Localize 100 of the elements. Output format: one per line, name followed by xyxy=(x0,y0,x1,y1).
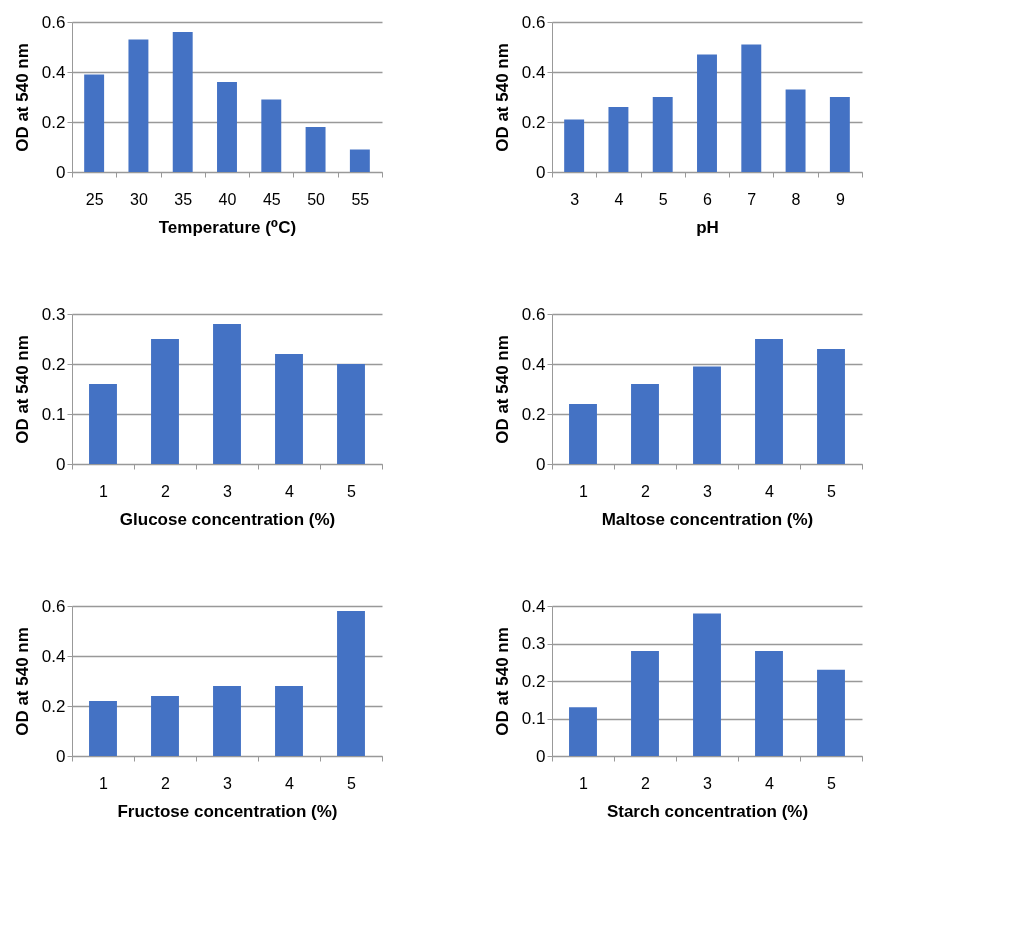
bar xyxy=(261,99,282,172)
x-axis-title: pH xyxy=(696,217,719,237)
y-tick-label: 0.1 xyxy=(41,404,66,424)
bar xyxy=(829,97,850,172)
bar xyxy=(128,39,149,172)
bar xyxy=(693,613,721,756)
bar xyxy=(817,669,845,756)
x-tick-label: 2 xyxy=(161,774,171,792)
bar xyxy=(172,32,193,172)
y-tick-label: 0.2 xyxy=(521,404,546,424)
x-tick-label: 2 xyxy=(641,774,651,792)
y-tick-label: 0.4 xyxy=(41,62,66,82)
bar xyxy=(337,364,365,464)
y-axis-title: OD at 540 nm xyxy=(492,627,512,736)
bar xyxy=(755,339,783,464)
x-tick-label: 25 xyxy=(85,190,104,208)
x-tick-label: 9 xyxy=(835,190,845,208)
x-tick-label: 4 xyxy=(285,482,295,500)
x-tick-label: 45 xyxy=(262,190,281,208)
y-axis-title: OD at 540 nm xyxy=(492,335,512,444)
y-tick-label: 0 xyxy=(536,162,546,182)
x-tick-label: 4 xyxy=(285,774,295,792)
x-tick-label: 2 xyxy=(161,482,171,500)
bar xyxy=(652,97,673,172)
x-tick-label: 3 xyxy=(223,482,233,500)
bar xyxy=(275,354,303,464)
x-tick-label: 40 xyxy=(218,190,237,208)
x-tick-label: 3 xyxy=(223,774,233,792)
y-tick-label: 0 xyxy=(536,454,546,474)
bar xyxy=(275,686,303,756)
bar xyxy=(151,696,179,756)
x-tick-label: 5 xyxy=(347,774,357,792)
x-axis-title: Maltose concentration (%) xyxy=(601,509,814,529)
bar xyxy=(569,404,597,464)
x-tick-label: 5 xyxy=(658,190,668,208)
x-tick-label: 2 xyxy=(641,482,651,500)
bar xyxy=(151,339,179,464)
bar xyxy=(564,119,585,172)
bar xyxy=(305,127,326,172)
y-tick-label: 0.3 xyxy=(41,304,66,324)
y-tick-label: 0.4 xyxy=(521,62,546,82)
x-tick-label: 1 xyxy=(99,774,109,792)
bar xyxy=(337,611,365,756)
bar xyxy=(349,149,370,172)
y-tick-label: 0.4 xyxy=(521,354,546,374)
y-tick-label: 0 xyxy=(56,454,66,474)
y-tick-label: 0.4 xyxy=(521,596,546,616)
x-tick-label: 3 xyxy=(703,482,713,500)
bar xyxy=(631,651,659,756)
y-tick-label: 0.6 xyxy=(521,304,546,324)
bar xyxy=(213,686,241,756)
x-tick-label: 4 xyxy=(614,190,624,208)
x-tick-label: 5 xyxy=(347,482,357,500)
y-axis-title: OD at 540 nm xyxy=(12,43,32,152)
x-tick-label: 55 xyxy=(351,190,370,208)
x-tick-label: 4 xyxy=(765,774,775,792)
bar xyxy=(755,651,783,756)
bar xyxy=(693,366,721,464)
x-axis-title: Glucose concentration (%) xyxy=(119,509,336,529)
y-axis-title: OD at 540 nm xyxy=(12,335,32,444)
x-tick-label: 5 xyxy=(827,774,837,792)
bar xyxy=(785,89,806,172)
y-axis-title: OD at 540 nm xyxy=(492,43,512,152)
bar xyxy=(89,384,117,464)
bar xyxy=(631,384,659,464)
x-tick-label: 1 xyxy=(579,774,589,792)
x-tick-label: 1 xyxy=(579,482,589,500)
y-tick-label: 0 xyxy=(56,746,66,766)
x-axis-title: Temperature (⁰C) xyxy=(158,217,297,237)
bar xyxy=(217,82,237,172)
x-tick-label: 35 xyxy=(174,190,193,208)
y-tick-label: 0.2 xyxy=(521,112,546,132)
x-tick-label: 30 xyxy=(130,190,148,208)
x-tick-label: 7 xyxy=(747,190,757,208)
bar xyxy=(213,324,241,464)
y-tick-label: 0.6 xyxy=(521,12,546,32)
bar xyxy=(89,701,117,756)
x-tick-label: 5 xyxy=(827,482,837,500)
x-tick-label: 50 xyxy=(307,190,326,208)
y-tick-label: 0.6 xyxy=(41,12,66,32)
bar xyxy=(569,707,597,756)
bar xyxy=(697,54,717,172)
y-axis-title: OD at 540 nm xyxy=(12,627,32,736)
x-tick-label: 4 xyxy=(765,482,775,500)
y-tick-label: 0 xyxy=(56,162,66,182)
bar xyxy=(741,44,762,172)
y-tick-label: 0 xyxy=(536,746,546,766)
x-tick-label: 6 xyxy=(703,190,713,208)
y-tick-label: 0.2 xyxy=(41,696,66,716)
x-tick-label: 1 xyxy=(99,482,109,500)
y-tick-label: 0.4 xyxy=(41,646,66,666)
x-axis-title: Fructose concentration (%) xyxy=(117,801,338,821)
x-tick-label: 3 xyxy=(703,774,713,792)
x-tick-label: 8 xyxy=(791,190,801,208)
y-tick-label: 0.1 xyxy=(521,709,546,728)
bar xyxy=(84,74,105,172)
y-tick-label: 0.3 xyxy=(521,634,546,653)
y-tick-label: 0.2 xyxy=(521,671,546,691)
y-tick-label: 0.2 xyxy=(41,112,66,132)
y-tick-label: 0.2 xyxy=(41,354,66,374)
